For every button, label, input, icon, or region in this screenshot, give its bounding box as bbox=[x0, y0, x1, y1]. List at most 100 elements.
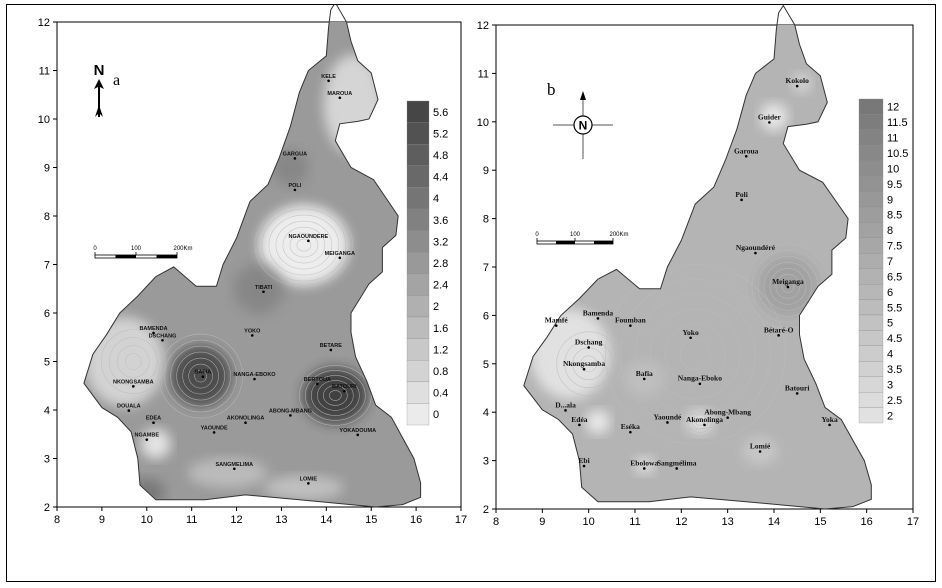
y-tick-label: 10 bbox=[477, 117, 489, 129]
city-dot bbox=[777, 334, 780, 337]
legend-label: 5.6 bbox=[433, 107, 448, 119]
legend-label: 2.5 bbox=[887, 395, 902, 407]
city-dot bbox=[786, 285, 790, 289]
scale-label: 0 bbox=[535, 232, 539, 238]
city-label: MEIGANGA bbox=[325, 251, 355, 257]
x-tick-label: 12 bbox=[230, 514, 242, 526]
figure-canvas: 8 9 10 11 12 13 14 15 16 17 2 3 4 5 6 7 8 9 10 11 12 KELE MA… bbox=[38, 1, 919, 528]
city-dot bbox=[356, 433, 360, 437]
legend-swatch bbox=[406, 187, 430, 210]
legend-swatch bbox=[858, 237, 884, 254]
legend-swatch bbox=[858, 330, 884, 347]
legend-label: 2.8 bbox=[433, 258, 448, 270]
x-tick-label: 10 bbox=[141, 514, 153, 526]
map-b-y-axis: 2 3 4 5 6 7 8 9 10 11 12 bbox=[477, 20, 496, 516]
city-label: Bétaré-O bbox=[764, 325, 794, 334]
legend-label: 3 bbox=[887, 379, 893, 391]
city-label: Ngaoundéré bbox=[736, 243, 776, 252]
city-dot bbox=[145, 438, 149, 441]
city-dot bbox=[342, 389, 346, 393]
city-label: EDEA bbox=[146, 416, 161, 422]
legend-swatch bbox=[858, 129, 884, 146]
map-a-north-arrow-icon: N a bbox=[94, 62, 120, 117]
x-tick-label: 11 bbox=[629, 516, 640, 528]
city-label: Guider bbox=[758, 112, 782, 121]
city-dot bbox=[768, 121, 771, 124]
city-dot bbox=[152, 421, 155, 425]
y-tick-label: 12 bbox=[38, 17, 50, 29]
x-tick-label: 15 bbox=[365, 514, 377, 526]
legend-swatch bbox=[858, 206, 884, 223]
y-tick-label: 2 bbox=[44, 502, 50, 514]
legend-swatch bbox=[858, 160, 884, 177]
x-tick-label: 17 bbox=[907, 516, 919, 528]
y-tick-label: 7 bbox=[483, 262, 489, 274]
city-label: Akonolinga bbox=[686, 415, 723, 424]
map-a-legend: 5.6 5.2 4.8 4.4 4 3.6 3.2 2.8 2.4 2 1.6 1.2 0.8 0.4 0 bbox=[406, 100, 448, 426]
city-label: ABONG-MBANG bbox=[269, 408, 312, 414]
y-tick-label: 3 bbox=[44, 454, 50, 466]
city-label: NKONGSAMBA bbox=[113, 379, 154, 385]
legend-swatch bbox=[406, 144, 430, 166]
legend-swatch bbox=[858, 268, 884, 285]
legend-swatch bbox=[858, 145, 884, 161]
city-label: Yoko bbox=[682, 328, 699, 337]
legend-swatch bbox=[406, 403, 430, 426]
city-label: NGAOUNDERE bbox=[289, 234, 329, 240]
legend-label: 3.6 bbox=[433, 215, 448, 227]
x-tick-label: 17 bbox=[455, 514, 467, 526]
city-label: NGAMBE bbox=[135, 433, 160, 439]
city-label: Ebolowa bbox=[630, 458, 658, 467]
city-label: BETARE bbox=[320, 343, 343, 349]
legend-swatch bbox=[406, 230, 430, 253]
city-label: DOUALA bbox=[117, 404, 141, 410]
city-dot bbox=[338, 96, 342, 100]
x-tick-label: 15 bbox=[814, 516, 826, 528]
city-dot bbox=[201, 375, 205, 378]
y-tick-label: 2 bbox=[483, 504, 489, 516]
legend-label: 9 bbox=[887, 194, 893, 206]
city-label: Batouri bbox=[785, 383, 810, 392]
legend-swatch bbox=[858, 191, 884, 208]
city-label: BAFIA bbox=[194, 370, 211, 376]
city-label: SANGMELIMA bbox=[216, 462, 254, 468]
scale-label: 0 bbox=[93, 246, 97, 252]
city-label: Poli bbox=[735, 190, 748, 199]
legend-swatch bbox=[406, 252, 430, 274]
legend-swatch bbox=[858, 98, 884, 115]
city-label: Eséka bbox=[621, 422, 640, 431]
legend-swatch bbox=[858, 114, 884, 131]
y-tick-label: 8 bbox=[483, 214, 489, 226]
legend-label: 7 bbox=[887, 256, 893, 268]
scale-label: 200Km bbox=[173, 246, 192, 252]
legend-label: 5.5 bbox=[887, 302, 902, 314]
city-dot bbox=[629, 430, 632, 434]
map-a-scale-bar: 0 100 200Km bbox=[93, 246, 193, 259]
city-label: Nkongsamba bbox=[563, 359, 605, 368]
legend-label: 8.5 bbox=[887, 210, 902, 222]
city-label: Foumban bbox=[615, 316, 647, 325]
legend-label: 5 bbox=[887, 318, 893, 330]
city-dot bbox=[289, 414, 292, 417]
city-dot bbox=[740, 198, 743, 202]
city-dot bbox=[293, 188, 297, 192]
map-b-x-axis: 8 9 10 11 12 13 14 15 16 17 bbox=[493, 509, 919, 528]
city-label: Mamfé bbox=[545, 316, 569, 325]
legend-swatch bbox=[858, 283, 884, 300]
city-dot bbox=[250, 334, 254, 337]
city-dot bbox=[253, 377, 256, 381]
legend-label: 5.2 bbox=[433, 128, 448, 140]
legend-label: 1.6 bbox=[433, 323, 448, 335]
legend-swatch bbox=[858, 376, 884, 393]
map-b-cameroon-outline bbox=[523, 4, 872, 510]
legend-label: 12 bbox=[887, 102, 899, 114]
x-tick-label: 16 bbox=[410, 514, 422, 526]
y-tick-label: 8 bbox=[44, 211, 50, 223]
legend-label: 2 bbox=[433, 301, 439, 313]
legend-swatch bbox=[858, 253, 884, 269]
city-label: AKONOLINGA bbox=[227, 416, 265, 422]
map-b-scale-bar: 0 100 200Km bbox=[535, 232, 629, 245]
legend-swatch bbox=[406, 122, 430, 145]
x-tick-label: 11 bbox=[186, 514, 197, 526]
city-dot bbox=[666, 421, 669, 424]
